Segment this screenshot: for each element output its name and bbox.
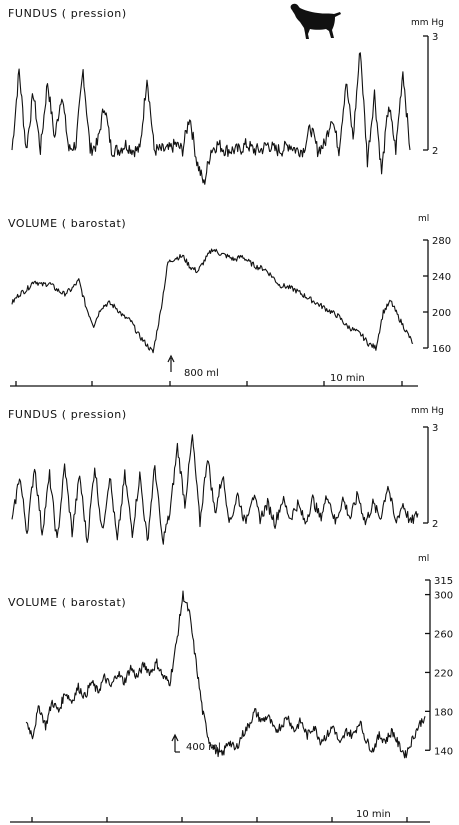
y-tick-label: 300 — [434, 591, 453, 602]
annotation-label: 400 ml — [186, 742, 221, 753]
chart-title: VOLUME ( barostat) — [8, 596, 126, 609]
y-tick-label: 220 — [434, 668, 453, 679]
y-tick-label: 260 — [434, 630, 453, 641]
y-tick-label: 3 — [432, 32, 438, 43]
y-tick-label: 160 — [432, 344, 451, 355]
y-tick-label: 200 — [432, 308, 451, 319]
y-tick-label: 315 — [434, 576, 453, 587]
y-tick-label: 2 — [432, 146, 438, 157]
series-line — [11, 52, 411, 185]
unit-label: ml — [418, 214, 429, 224]
y-tick-label: 280 — [432, 236, 451, 247]
dog-icon — [290, 3, 341, 40]
unit-label: ml — [418, 554, 429, 564]
series-line — [25, 590, 426, 759]
y-tick-label: 2 — [432, 519, 438, 530]
chart-title: FUNDUS ( pression) — [8, 7, 127, 20]
y-tick-label: 140 — [434, 746, 453, 757]
chart-title: VOLUME ( barostat) — [8, 217, 126, 230]
volume-step-marker — [167, 354, 175, 372]
series-line — [11, 434, 419, 545]
time-scale-label: 10 min — [330, 373, 365, 384]
y-tick-label: 180 — [434, 707, 453, 718]
y-tick-label: 240 — [432, 272, 451, 283]
annotation-label: 800 ml — [184, 368, 219, 379]
unit-label: mm Hg — [411, 406, 444, 416]
y-tick-label: 3 — [432, 423, 438, 434]
volume-step-marker — [171, 733, 180, 753]
chart-title: FUNDUS ( pression) — [8, 408, 127, 421]
time-scale-label: 10 min — [356, 809, 391, 820]
unit-label: mm Hg — [411, 18, 444, 28]
series-line — [11, 248, 414, 354]
